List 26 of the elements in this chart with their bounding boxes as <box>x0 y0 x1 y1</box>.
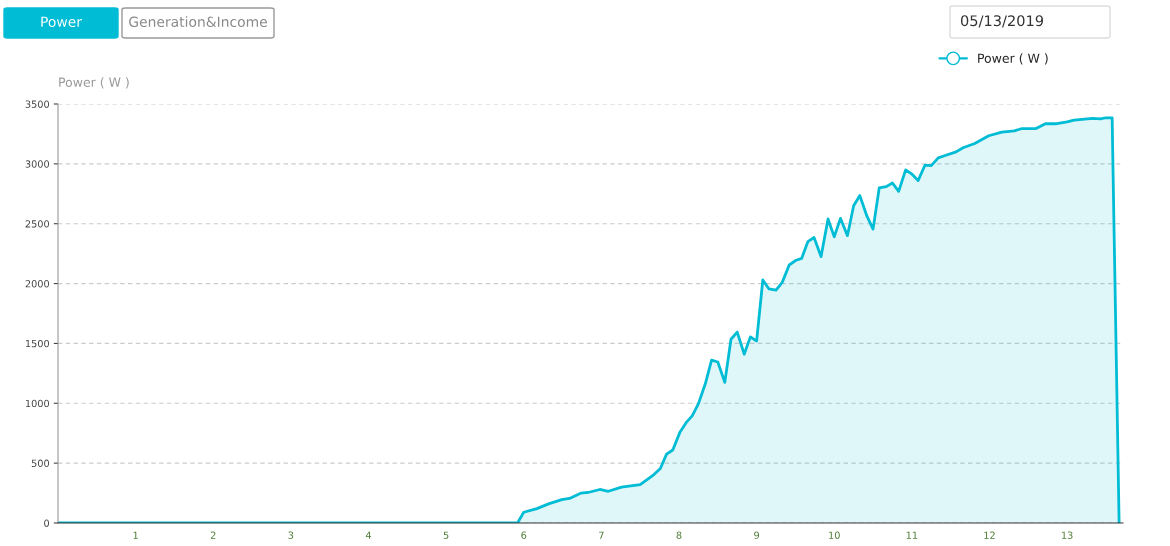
y-tick-label: 1000 <box>25 399 50 408</box>
x-tick-label: 4 <box>365 531 372 539</box>
x-tick-label: 6 <box>521 531 527 539</box>
x-tick-label: 11 <box>906 531 918 539</box>
x-tick-label: 1 <box>133 531 138 539</box>
text: Power <box>41 16 82 28</box>
legend-label: Power ( W ) <box>978 53 1048 65</box>
x-tick-label: 3 <box>288 531 294 539</box>
y-tick-label: 3000 <box>25 160 50 168</box>
x-tick-label: 10 <box>829 531 840 539</box>
x-tick-label: 12 <box>984 531 995 539</box>
x-tick-label: 13 <box>1061 531 1073 539</box>
y-tick-label: 500 <box>31 459 50 467</box>
y-tick-label: 2500 <box>25 220 50 228</box>
text: Generation&Income <box>129 16 267 28</box>
x-tick-label: 7 <box>599 531 604 539</box>
y-tick-label: 3500 <box>25 100 50 108</box>
text: 05/13/2019 <box>960 15 1044 28</box>
x-tick-label: 2 <box>210 531 216 539</box>
x-tick-label: 9 <box>754 531 760 539</box>
y-tick-label: 0 <box>44 519 50 527</box>
x-tick-label: 8 <box>676 531 682 539</box>
y-axis-title: Power ( W ) <box>59 77 129 89</box>
y-tick-label: 1500 <box>25 339 50 348</box>
x-tick-label: 5 <box>443 531 449 539</box>
y-tick-label: 2000 <box>25 280 50 288</box>
